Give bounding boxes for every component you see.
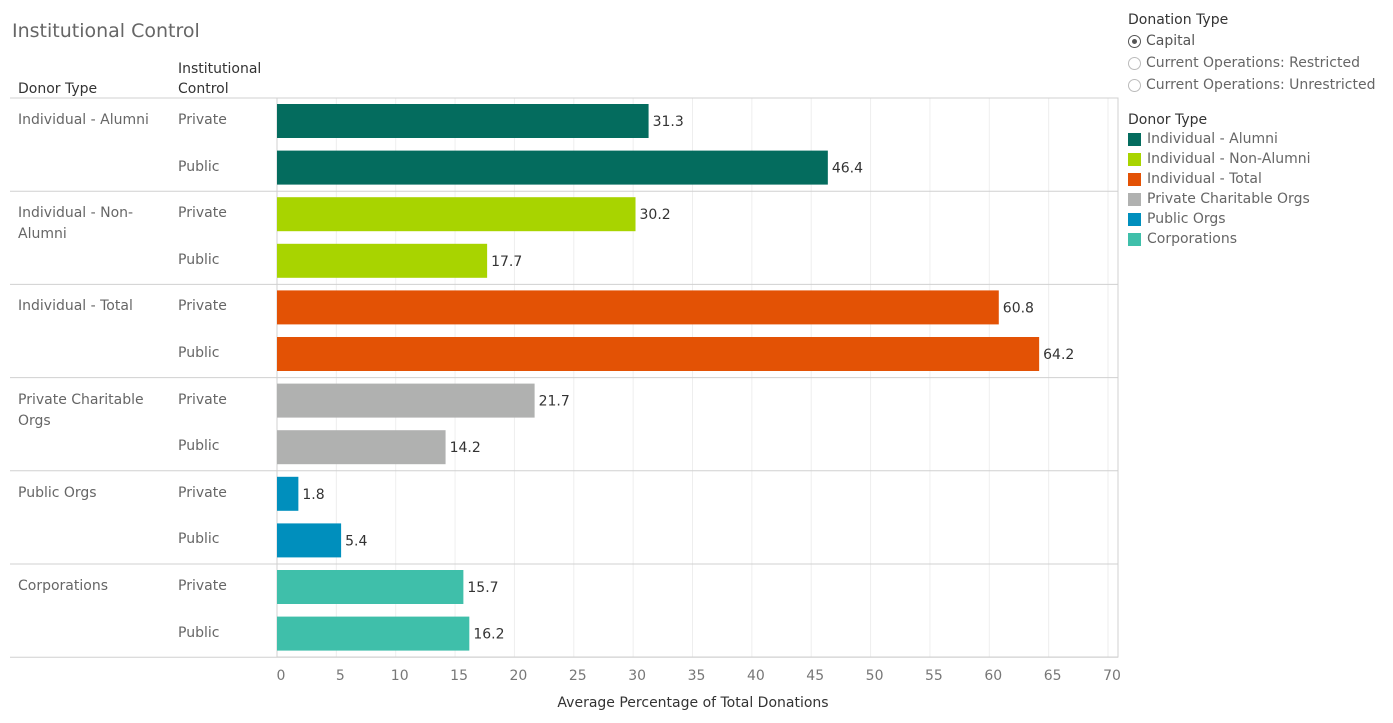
x-tick-label: 55 [925,668,943,684]
legend-label: Individual - Alumni [1147,131,1278,147]
data-label: 21.7 [539,394,570,410]
donation-type-filter: Donation Type Capital Current Operations:… [1128,12,1375,249]
chart-title: Institutional Control [12,20,200,42]
legend-swatch [1128,152,1141,166]
control-label: Public [178,624,220,641]
x-tick-label: 50 [866,668,884,684]
x-tick-label: 5 [336,668,345,684]
x-tick-label: 15 [450,668,468,684]
legend-swatch [1128,192,1141,206]
data-label: 46.4 [832,161,863,177]
x-tick-label: 20 [510,668,528,684]
bar[interactable] [277,430,446,465]
x-tick-label: 40 [747,668,765,684]
data-label: 1.8 [302,487,324,503]
data-label: 30.2 [640,207,671,223]
bar[interactable] [277,104,649,138]
legend-title: Donor Type [1128,112,1208,128]
radio-icon[interactable] [1128,78,1141,92]
bar[interactable] [277,383,535,418]
option-label: Capital [1146,33,1196,49]
legend-item[interactable]: Individual - Alumni [1128,129,1375,149]
x-tick-label: 65 [1044,668,1062,684]
legend-item[interactable]: Corporations [1128,229,1375,249]
control-label: Private [178,205,227,222]
bar[interactable] [277,243,488,278]
legend-swatch [1128,172,1141,186]
control-label: Public [178,158,220,175]
x-tick-label: 70 [1103,668,1121,684]
bar[interactable] [277,570,464,604]
filter-option[interactable]: Current Operations: Unrestricted [1128,74,1375,96]
control-label: Private [178,391,227,408]
bar[interactable] [277,150,828,185]
filter-option[interactable]: Capital [1128,30,1375,52]
bar[interactable] [277,523,342,558]
legend-swatch [1128,212,1141,226]
data-label: 15.7 [467,580,498,596]
option-label: Current Operations: Unrestricted [1146,77,1376,93]
legend-label: Public Orgs [1147,211,1226,227]
legend-label: Corporations [1147,231,1237,247]
legend-label: Individual - Total [1147,171,1262,187]
data-label: 60.8 [1003,300,1034,316]
x-tick-label: 30 [628,668,646,684]
data-label: 64.2 [1043,347,1074,363]
donor-type-label: Public Orgs [18,484,97,501]
x-axis-label: Average Percentage of Total Donations [557,695,828,711]
bar[interactable] [277,616,470,651]
control-label: Public [178,438,220,455]
option-label: Current Operations: Restricted [1146,55,1360,71]
donor-type-label: Corporations [18,578,108,594]
bar[interactable] [277,290,999,325]
legend-item[interactable]: Individual - Total [1128,169,1375,189]
data-label: 14.2 [450,440,481,456]
x-tick-label: 35 [688,668,706,684]
donor-type-label: Private Charitable Orgs [18,391,144,429]
donor-type-label: Individual - Non-Alumni [18,205,134,243]
control-label: Private [178,112,227,128]
x-tick-label: 0 [277,668,286,684]
data-label: 5.4 [345,533,367,549]
filter-option[interactable]: Current Operations: Restricted [1128,52,1375,74]
bar[interactable] [277,476,299,511]
data-label: 16.2 [473,627,504,643]
legend-item[interactable]: Public Orgs [1128,209,1375,229]
control-label: Public [178,345,220,361]
donor-type-header: Donor Type [18,81,98,97]
legend-swatch [1128,232,1141,246]
control-label: Public [178,251,220,268]
data-label: 31.3 [653,114,684,130]
legend-item[interactable]: Individual - Non-Alumni [1128,149,1375,169]
donor-type-label: Individual - Alumni [18,112,149,128]
x-tick-label: 45 [806,668,824,684]
bar[interactable] [277,197,636,232]
data-label: 17.7 [491,254,522,270]
x-tick-label: 25 [569,668,587,684]
control-label: Private [178,298,227,315]
institutional-control-header: Institutional Control [178,61,262,97]
legend-label: Individual - Non-Alumni [1147,151,1311,167]
control-label: Private [178,578,227,594]
bar[interactable] [277,337,1040,371]
control-label: Private [178,484,227,501]
radio-icon[interactable] [1128,34,1141,48]
radio-icon[interactable] [1128,56,1141,70]
legend-swatch [1128,132,1141,146]
filter-title: Donation Type [1128,12,1229,28]
legend-label: Private Charitable Orgs [1147,191,1310,207]
x-tick-label: 10 [391,668,409,684]
x-tick-label: 60 [984,668,1002,684]
donor-type-label: Individual - Total [18,298,133,315]
control-label: Public [178,531,220,548]
legend-item[interactable]: Private Charitable Orgs [1128,189,1375,209]
